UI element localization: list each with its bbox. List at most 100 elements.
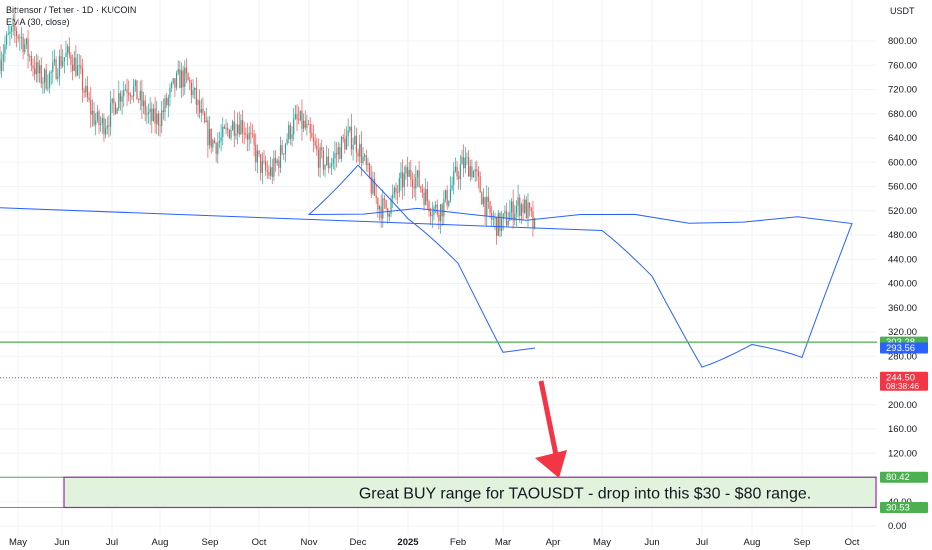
candle-body	[175, 72, 178, 88]
candle-body	[342, 137, 344, 139]
candle-body	[223, 126, 225, 129]
candle-body	[372, 178, 374, 194]
candle-body	[118, 93, 120, 109]
x-tick-label: Feb	[450, 537, 466, 548]
candle-body	[331, 163, 333, 167]
candle-body	[215, 143, 217, 154]
candle-body	[349, 126, 351, 131]
candle-body	[534, 218, 536, 228]
candle-body	[477, 171, 480, 177]
candle-body	[301, 110, 303, 129]
candle-body	[428, 201, 430, 212]
candle-body	[369, 163, 371, 177]
candle-body	[108, 125, 110, 127]
price-badge	[880, 371, 928, 391]
candle-body	[274, 157, 277, 164]
candle-body	[529, 202, 531, 209]
candle-body	[208, 128, 211, 146]
candle-body	[418, 170, 420, 187]
y-tick-label: 800.00	[888, 36, 917, 47]
candle-body	[314, 141, 316, 146]
candle-body	[58, 56, 60, 77]
candle-body	[453, 171, 455, 185]
candle-body	[73, 57, 75, 71]
candle-body	[39, 65, 41, 74]
candle-body	[484, 197, 486, 216]
candle-body	[253, 134, 255, 145]
candle-body	[164, 98, 166, 113]
candle-body	[171, 82, 173, 89]
candle-body	[179, 69, 181, 89]
candle-body	[126, 89, 128, 93]
buy-zone[interactable]	[63, 476, 877, 509]
candle-body	[70, 55, 72, 65]
candle-body	[227, 127, 229, 130]
candle-body	[270, 167, 272, 176]
candle-body	[454, 166, 456, 172]
candle-body	[430, 211, 432, 217]
candle-body	[489, 201, 491, 213]
candle-body	[494, 217, 496, 220]
candle-body	[387, 208, 389, 217]
candle-body	[298, 119, 300, 121]
candle-body	[463, 157, 465, 169]
y-tick-label: 280.00	[888, 351, 917, 362]
candle-body	[278, 160, 280, 168]
candle-body	[72, 64, 74, 71]
candle-body	[161, 110, 163, 126]
x-tick-label: May	[593, 537, 611, 548]
candle-body	[230, 130, 232, 138]
price-badge-label: 244.50	[886, 372, 915, 383]
candle-body	[113, 98, 115, 104]
price-badge-label: 293.56	[886, 343, 915, 354]
candle-body	[151, 108, 153, 121]
candle-body	[4, 44, 6, 54]
candle-body	[187, 73, 189, 81]
candle-body	[90, 99, 92, 115]
candle-body	[345, 136, 348, 150]
candle-body	[6, 34, 8, 45]
y-tick-label: 360.00	[888, 303, 917, 314]
candle-body	[129, 94, 131, 97]
candle-body	[397, 192, 399, 194]
candle-body	[235, 133, 237, 136]
candle-body	[520, 204, 522, 216]
candle-body	[309, 124, 311, 133]
candle-body	[487, 196, 489, 202]
candle-body	[509, 212, 511, 222]
candle-body	[426, 189, 428, 202]
candle-body	[67, 46, 69, 53]
candle-body	[131, 96, 133, 97]
candle-body	[461, 157, 463, 165]
candle-body	[339, 147, 341, 159]
candle-body	[464, 157, 466, 169]
candle-body	[413, 186, 415, 189]
candle-body	[378, 206, 381, 210]
candle-body	[213, 140, 216, 144]
candle-body	[340, 137, 343, 159]
candle-body	[47, 87, 49, 89]
candle-body	[182, 70, 184, 87]
candle-body	[266, 170, 268, 172]
candle-body	[258, 150, 260, 155]
candle-body	[128, 92, 130, 95]
y-tick-label: 560.00	[888, 182, 917, 193]
price-badge-label: 80.42	[886, 472, 910, 483]
overlays: Great BUY range for TAOUSDT - drop into …	[0, 341, 877, 509]
candle-body	[154, 108, 156, 124]
candle-body	[324, 164, 326, 170]
candle-body	[124, 89, 126, 91]
candle-body	[166, 98, 168, 106]
candle-body	[405, 167, 407, 174]
x-tick-label: Mar	[495, 537, 511, 548]
candle-body	[194, 87, 196, 91]
candle-body	[55, 59, 57, 79]
candle-body	[354, 135, 356, 145]
candle-body	[86, 85, 89, 98]
candle-body	[225, 127, 227, 129]
indicator-label[interactable]: EMA (30, close)	[6, 17, 70, 27]
candle-body	[501, 219, 503, 232]
candle-body	[212, 140, 214, 148]
candle-body	[415, 177, 417, 189]
